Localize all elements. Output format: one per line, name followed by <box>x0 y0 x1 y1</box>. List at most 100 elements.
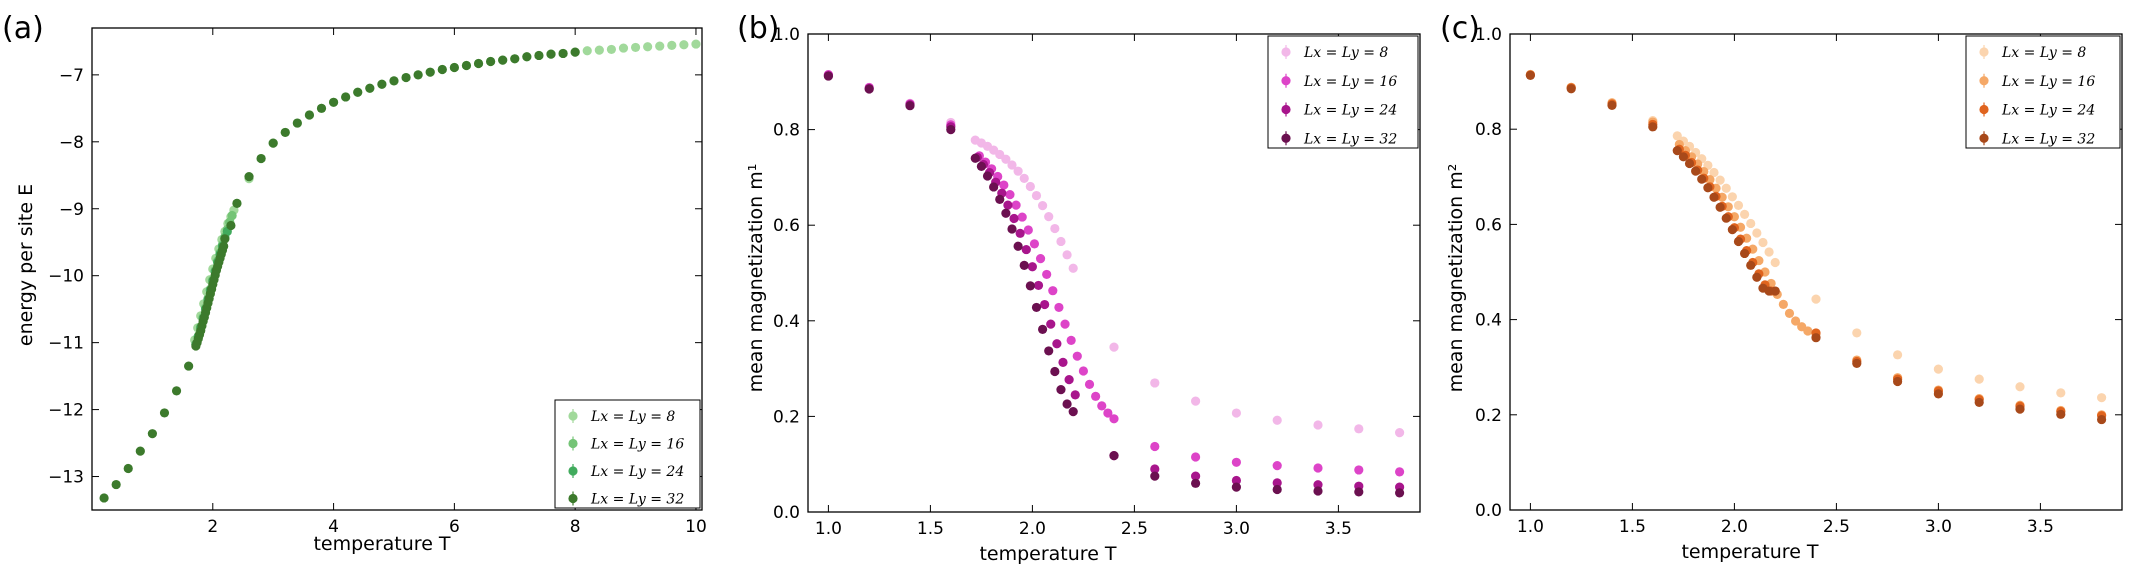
data-point-series-2 <box>1070 390 1080 400</box>
data-point-series-2 <box>1040 299 1050 310</box>
data-point-series-3 <box>280 127 290 138</box>
legend-label: Lx = Ly = 16 <box>2001 74 2095 90</box>
data-point-series-3 <box>1001 208 1011 218</box>
data-point-series-3 <box>1697 174 1707 184</box>
data-point-series-3 <box>377 79 387 89</box>
data-point-series-1 <box>1354 465 1364 475</box>
ytick-label: −7 <box>59 66 84 86</box>
data-point-series-1 <box>1784 308 1795 319</box>
data-point-series-0 <box>1770 257 1780 268</box>
panel-c-letter: (c) <box>1440 11 1480 46</box>
data-point-series-3 <box>1025 281 1035 291</box>
data-point-series-2 <box>1027 262 1037 272</box>
legend-label: Lx = Ly = 16 <box>1303 74 1397 90</box>
data-point-series-3 <box>135 446 145 456</box>
data-point-series-3 <box>220 234 230 244</box>
data-point-series-0 <box>1109 342 1119 352</box>
ytick-label: 0.0 <box>773 503 800 523</box>
data-point-series-3 <box>510 54 520 64</box>
data-point-series-1 <box>1803 326 1813 336</box>
data-point-series-3 <box>1678 152 1688 162</box>
data-point-series-3 <box>1044 346 1054 356</box>
data-point-series-3 <box>316 103 327 113</box>
data-point-series-0 <box>1068 263 1078 273</box>
data-point-series-3 <box>823 71 834 81</box>
data-point-series-3 <box>1746 260 1756 270</box>
data-point-series-0 <box>1893 350 1903 360</box>
data-point-series-3 <box>1770 286 1780 296</box>
data-point-series-1 <box>1011 200 1021 210</box>
data-point-series-0 <box>1013 166 1023 176</box>
data-point-series-0 <box>2015 382 2025 392</box>
data-point-series-0 <box>1758 237 1768 248</box>
data-point-series-1 <box>1023 225 1033 235</box>
data-point-series-1 <box>1060 319 1070 329</box>
xtick-label: 3.0 <box>1223 519 1250 539</box>
data-point-series-3 <box>1354 487 1364 497</box>
data-point-series-3 <box>1068 407 1078 417</box>
data-point-series-3 <box>486 56 496 67</box>
data-point-series-3 <box>389 76 399 86</box>
data-point-series-2 <box>1046 319 1056 329</box>
data-point-series-0 <box>1001 154 1011 164</box>
data-point-series-3 <box>570 47 580 57</box>
data-point-series-3 <box>226 220 236 231</box>
data-point-series-2 <box>1231 475 1241 486</box>
data-point-series-0 <box>1062 250 1072 260</box>
data-point-series-3 <box>1062 399 1072 409</box>
data-point-series-1 <box>1103 408 1113 418</box>
data-point-series-1 <box>227 210 237 221</box>
data-point-series-0 <box>1764 247 1774 257</box>
ytick-label: −8 <box>59 133 84 153</box>
data-point-series-3 <box>1525 70 1535 81</box>
ytick-label: 0.8 <box>773 121 800 141</box>
data-point-series-1 <box>1231 457 1241 467</box>
legend-label: Lx = Ly = 16 <box>590 437 684 453</box>
legend-box <box>1267 35 1419 149</box>
data-point-series-3 <box>905 101 915 111</box>
data-point-series-3 <box>99 493 109 503</box>
panel-c-xlabel: temperature T <box>1681 541 1818 563</box>
data-point-series-3 <box>1740 248 1750 259</box>
data-point-series-3 <box>437 64 447 75</box>
data-point-series-3 <box>1733 236 1744 247</box>
panel-c-magnetization-m2: (c) temperature T mean magnetization m² … <box>1440 11 2123 563</box>
data-point-series-3 <box>244 172 254 182</box>
data-point-series-3 <box>946 125 956 135</box>
data-point-series-0 <box>1752 228 1762 238</box>
data-point-series-2 <box>1003 200 1013 210</box>
xtick-label: 2 <box>207 517 218 537</box>
data-point-series-3 <box>1566 84 1576 94</box>
data-point-series-0 <box>1025 181 1035 192</box>
data-point-series-1 <box>1072 351 1082 361</box>
data-point-series-1 <box>999 180 1009 190</box>
data-point-series-3 <box>292 118 302 128</box>
data-point-series-0 <box>1933 364 1943 374</box>
data-point-series-3 <box>171 386 182 396</box>
legend-label: Lx = Ly = 24 <box>2001 103 2095 119</box>
data-point-series-2 <box>1272 478 1282 488</box>
data-point-series-0 <box>1727 192 1737 202</box>
legend-label: Lx = Ly = 8 <box>2001 45 2086 61</box>
data-point-series-3 <box>1019 260 1029 270</box>
ytick-label: 0.6 <box>773 216 800 236</box>
data-point-series-0 <box>1007 160 1017 170</box>
data-point-series-1 <box>1778 299 1788 309</box>
data-point-series-3 <box>1231 482 1241 492</box>
panel-b-letter: (b) <box>737 11 779 46</box>
ytick-label: 0.2 <box>1475 406 1502 426</box>
data-point-series-3 <box>219 241 229 251</box>
data-point-series-0 <box>630 42 641 53</box>
data-point-series-3 <box>1191 478 1201 488</box>
data-point-series-0 <box>1852 328 1862 338</box>
data-point-series-0 <box>1031 190 1042 201</box>
ytick-label: 0.4 <box>773 312 800 332</box>
data-point-series-3 <box>1038 324 1048 335</box>
panel-c-frame <box>1509 33 2123 511</box>
data-point-series-3 <box>1852 358 1862 368</box>
data-point-series-3 <box>328 97 339 107</box>
data-point-series-2 <box>1052 339 1062 349</box>
legend-label: Lx = Ly = 24 <box>590 464 684 480</box>
data-point-series-3 <box>1313 486 1323 496</box>
data-point-series-2 <box>1009 213 1019 224</box>
